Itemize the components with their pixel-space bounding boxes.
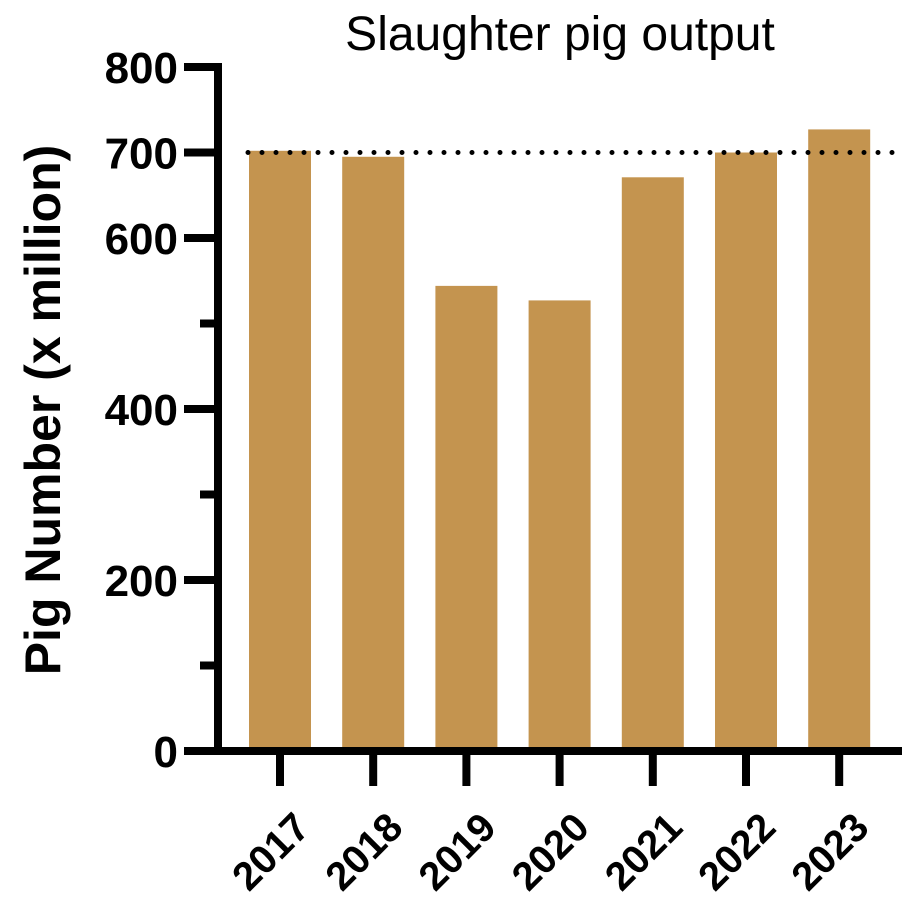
y-tick-label-0: 0	[154, 728, 178, 777]
y-tick-label-600: 600	[105, 215, 178, 264]
axes-group: 2017 2018 2019 2020 2021 2022 2023 0 200 400 600 70…	[105, 44, 902, 899]
x-tick-label-2020: 2020	[504, 805, 598, 899]
chart-title: Slaughter pig output	[345, 8, 775, 61]
y-tick-label-400: 400	[105, 386, 178, 435]
y-tick-label-200: 200	[105, 557, 178, 606]
bar-2019	[435, 285, 498, 751]
x-tick-label-2022: 2022	[690, 805, 784, 899]
bar-2021	[621, 177, 684, 752]
x-tick-label-2018: 2018	[317, 805, 411, 899]
bar-2018	[342, 156, 405, 751]
y-tick-label-700: 700	[105, 130, 178, 179]
y-tick-label-800: 800	[105, 44, 178, 93]
bar-2023	[808, 129, 871, 752]
bars-group	[249, 129, 871, 752]
x-tick-label-2023: 2023	[783, 805, 877, 899]
x-tick-label-2017: 2017	[224, 805, 318, 899]
bar-2022	[715, 152, 777, 751]
bar-2017	[249, 150, 311, 752]
x-tick-label-2021: 2021	[597, 805, 691, 899]
bar-2020	[528, 300, 591, 751]
y-axis-label: Pig Number (x million)	[15, 145, 71, 676]
x-tick-label-2019: 2019	[411, 805, 505, 899]
